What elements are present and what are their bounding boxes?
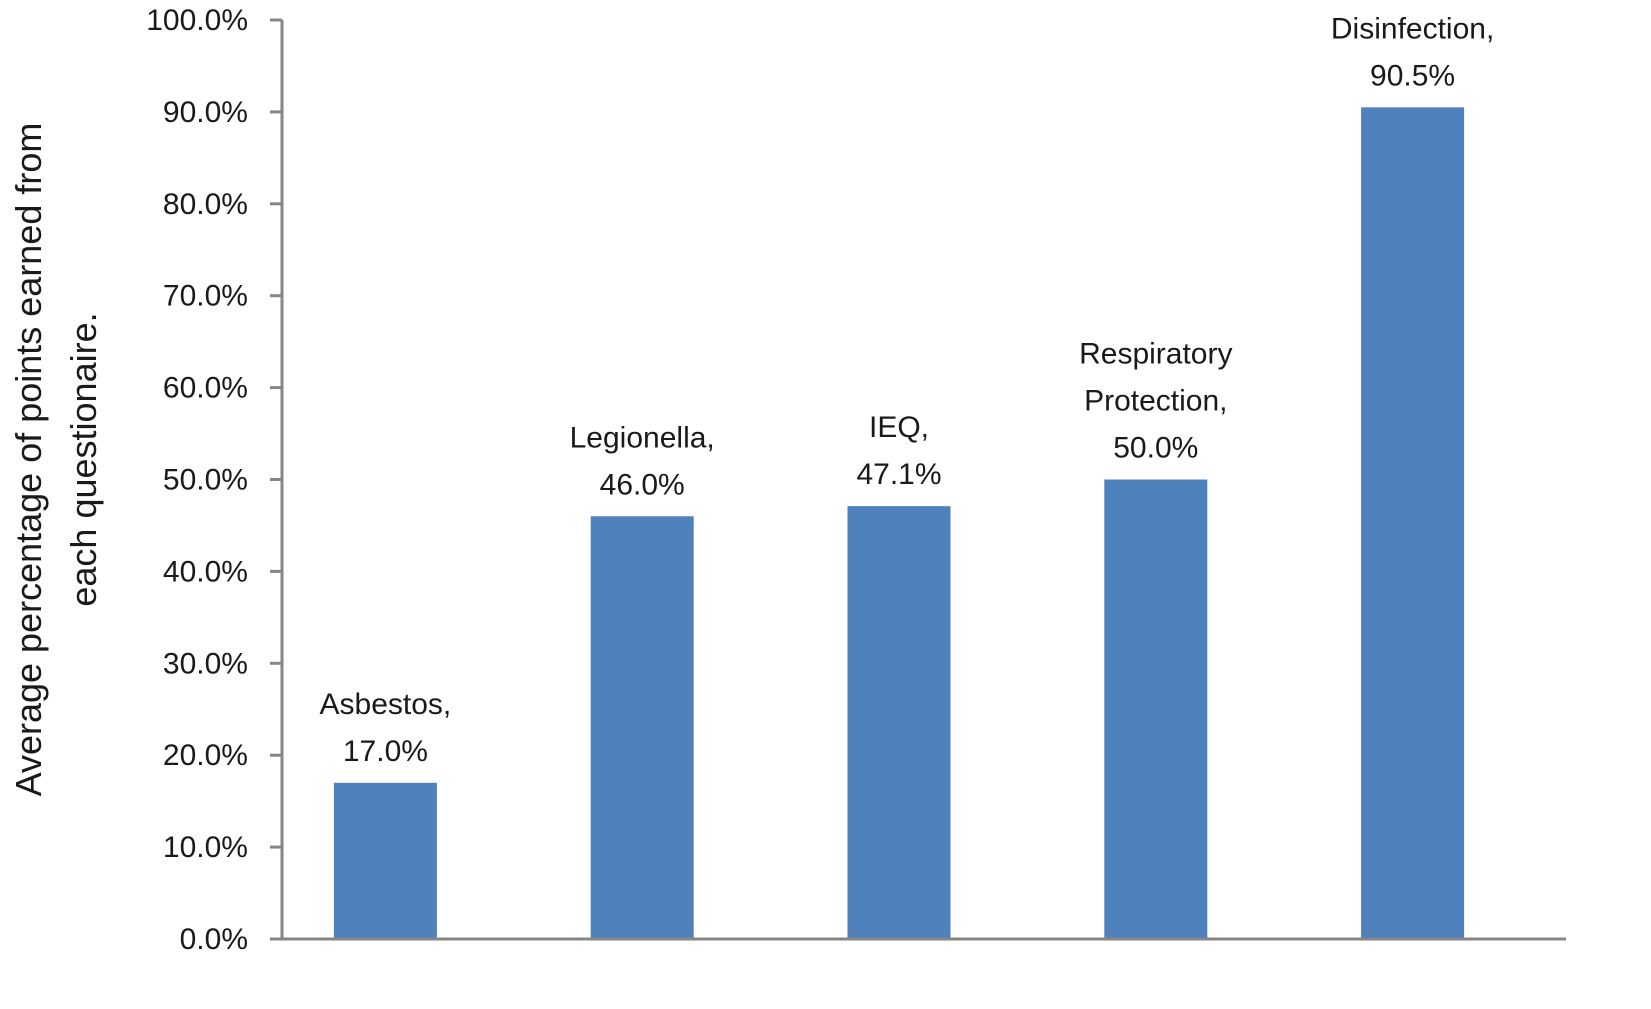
data-label: 17.0% [343, 735, 428, 768]
y-axis-title: Average percentage of points earned from… [8, 123, 104, 797]
y-axis-title-line: each questionaire. [63, 312, 104, 606]
y-axis-ticks: 0.0% 10.0% 20.0% 30.0% 40.0% 50.0% 60.0% 70.0% 8… [146, 4, 282, 956]
bar-legionella [590, 516, 694, 938]
y-tick-label: 20.0% [163, 739, 248, 772]
data-label: 90.5% [1370, 59, 1455, 92]
data-label: Respiratory [1079, 338, 1232, 371]
data-label: Disinfection, [1331, 12, 1494, 45]
y-tick-label: 40.0% [163, 555, 248, 588]
y-tick-label: 10.0% [163, 831, 248, 864]
y-tick-label: 30.0% [163, 647, 248, 680]
y-tick-label: 100.0% [146, 4, 248, 37]
y-tick-label: 50.0% [163, 464, 248, 497]
bar-ieq [847, 506, 951, 938]
bar-respiratory-protection [1104, 479, 1208, 938]
y-axis-title-line: Average percentage of points earned from [8, 123, 49, 797]
data-label: Legionella, [570, 421, 715, 454]
data-label: IEQ, [869, 411, 929, 444]
y-tick-label: 0.0% [180, 923, 248, 956]
data-label: Asbestos, [320, 688, 452, 721]
bars [333, 107, 1465, 938]
data-label: 46.0% [600, 468, 685, 501]
bar-asbestos [333, 782, 437, 938]
y-tick-label: 90.0% [163, 96, 248, 129]
bar-disinfection [1361, 107, 1465, 938]
y-tick-label: 80.0% [163, 188, 248, 221]
data-labels: Asbestos, 17.0% Legionella, 46.0% IEQ, 47.1% R… [320, 12, 1495, 767]
data-label: Protection, [1084, 385, 1227, 418]
data-label: 47.1% [856, 458, 941, 491]
y-tick-label: 60.0% [163, 372, 248, 405]
y-tick-label: 70.0% [163, 280, 248, 313]
data-label: 50.0% [1113, 432, 1198, 465]
